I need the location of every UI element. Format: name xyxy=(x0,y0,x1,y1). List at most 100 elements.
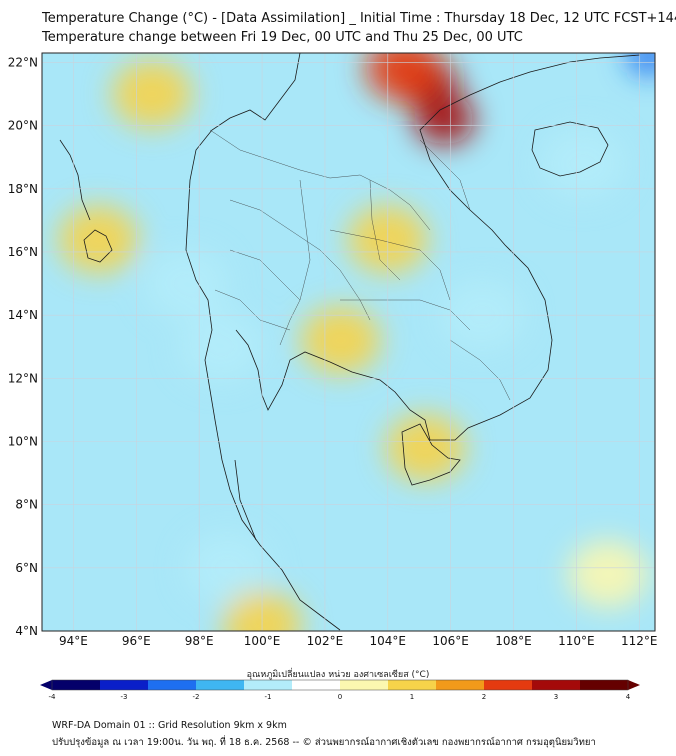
latitude-label: 12°N xyxy=(8,371,38,385)
latitude-label: 16°N xyxy=(8,245,38,259)
colorbar-segment xyxy=(376,680,389,690)
colorbar-segment xyxy=(484,680,497,690)
colorbar-segment xyxy=(76,680,89,690)
colorbar-segment xyxy=(544,680,557,690)
colorbar-segment xyxy=(196,680,209,690)
colorbar-tick-label: 4 xyxy=(626,693,631,701)
colorbar-segment xyxy=(424,680,437,690)
longitude-label: 104°E xyxy=(370,634,407,648)
field-anomaly-hainan-blue xyxy=(540,127,625,200)
longitude-labels: 94°E 96°E 98°E 100°E 102°E 104°E 106°E 108°E 110… xyxy=(59,634,658,648)
latitude-label: 4°N xyxy=(15,624,38,638)
colorbar-segment xyxy=(388,680,401,690)
colorbar-tick-label: 0 xyxy=(338,693,342,701)
colorbar-segment xyxy=(220,680,233,690)
colorbar-segment xyxy=(136,680,149,690)
latitude-label: 8°N xyxy=(15,498,38,512)
colorbar-segment xyxy=(340,680,353,690)
latitude-label: 6°N xyxy=(15,561,38,575)
field-anomaly-east-yellow xyxy=(567,540,648,609)
colorbar-tick-label: -2 xyxy=(193,693,200,701)
colorbar-segment xyxy=(412,680,425,690)
colorbar-segment xyxy=(616,680,629,690)
west-coast-line xyxy=(59,139,91,221)
colorbar-segment xyxy=(268,680,281,690)
colorbar-segment xyxy=(556,680,569,690)
longitude-label: 102°E xyxy=(307,634,344,648)
colorbar-tick-label: -4 xyxy=(49,693,57,701)
colorbar-segment xyxy=(232,680,245,690)
colorbar-segment xyxy=(148,680,161,690)
colorbar-segment xyxy=(364,680,377,690)
colorbar-segment xyxy=(472,680,485,690)
colorbar-segment xyxy=(436,680,449,690)
chart-subtitle: Temperature change between Fri 19 Dec, 0… xyxy=(42,30,523,45)
longitude-label: 108°E xyxy=(495,634,532,648)
field-anomaly-north-orange xyxy=(365,53,442,102)
plot-frame xyxy=(41,52,656,632)
colorbar-ticks: -4 -3 -2 -1 0 1 2 3 4 xyxy=(49,693,631,701)
longitude-label: 98°E xyxy=(185,634,214,648)
footer-model-info: WRF-DA Domain 01 :: Grid Resolution 9km … xyxy=(52,720,287,731)
field-anomaly-myanmar-west xyxy=(58,205,139,274)
longitude-label: 96°E xyxy=(122,634,151,648)
colorbar-segment xyxy=(184,680,197,690)
colorbar-tick-label: -3 xyxy=(121,693,128,701)
field-anomaly-ne-corner-blue xyxy=(626,53,655,75)
colorbar-segment xyxy=(208,680,221,690)
colorbar-segment xyxy=(352,680,365,690)
colorbar-segment xyxy=(292,680,305,690)
province-borders xyxy=(209,129,511,401)
peninsula-line xyxy=(234,459,257,541)
mekong-delta-coast xyxy=(401,423,461,486)
latitude-label: 14°N xyxy=(8,308,38,322)
latitude-label: 22°N xyxy=(8,55,38,69)
colorbar-segment xyxy=(460,680,473,690)
colorbar-segment xyxy=(280,680,293,690)
latitude-label: 20°N xyxy=(8,119,38,133)
colorbar xyxy=(40,679,640,691)
temperature-field xyxy=(42,53,655,631)
colorbar-segment xyxy=(496,680,509,690)
longitude-label: 112°E xyxy=(621,634,658,648)
field-anomaly-mekong-delta xyxy=(385,413,466,482)
field-anomaly-myanmar-blue xyxy=(144,247,229,320)
colorbar-segment xyxy=(520,680,533,690)
latitude-labels: 22°N 20°N 18°N 16°N 14°N 12°N 10°N 8°N 6°N 4°N xyxy=(8,55,38,638)
colorbar-segment xyxy=(580,680,593,690)
colorbar-tick-label: 3 xyxy=(554,693,558,701)
indochina-coast xyxy=(235,54,641,441)
colorbar-segment xyxy=(316,680,329,690)
latitude-label: 10°N xyxy=(8,434,38,448)
western-coast xyxy=(185,53,341,631)
field-anomaly-andaman-blue xyxy=(179,311,264,383)
longitude-label: 94°E xyxy=(59,634,88,648)
colorbar-segment xyxy=(568,680,581,690)
colorbar-tick-label: 2 xyxy=(482,693,486,701)
colorbar-segment xyxy=(592,680,605,690)
colorbar-frame xyxy=(51,679,629,691)
hainan-coast xyxy=(531,121,609,177)
field-anomaly-central-thailand xyxy=(300,306,381,375)
longitude-label: 106°E xyxy=(432,634,469,648)
colorbar-segment xyxy=(328,680,341,690)
colorbar-segment xyxy=(52,680,65,690)
longitude-label: 110°E xyxy=(558,634,595,648)
colorbar-segment xyxy=(172,680,185,690)
longitude-label: 100°E xyxy=(244,634,281,648)
colorbar-segment xyxy=(244,680,257,690)
colorbar-segment xyxy=(160,680,173,690)
colorbar-segment xyxy=(448,680,461,690)
colorbar-segment xyxy=(124,680,137,690)
field-anomaly-north-vietnam-red-2 xyxy=(414,93,475,145)
footer-credit: ปรับปรุงข้อมูล ณ เวลา 19:00น. วัน พฤ. ที… xyxy=(52,737,596,748)
field-anomaly-myanmar-north xyxy=(112,60,193,129)
colorbar-segment xyxy=(400,680,413,690)
colorbar-segment xyxy=(304,680,317,690)
colorbar-segment xyxy=(532,680,545,690)
colorbar-tick-label: 1 xyxy=(410,693,414,701)
coastline-outlines xyxy=(59,53,641,631)
colorbar-segment xyxy=(604,680,617,690)
colorbar-segment xyxy=(112,680,125,690)
